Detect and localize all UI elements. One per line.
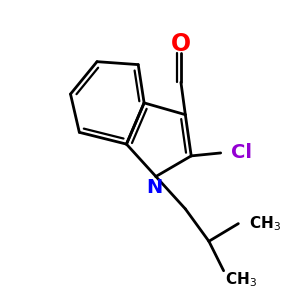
Text: CH$_3$: CH$_3$ (249, 214, 280, 233)
Text: CH$_3$: CH$_3$ (225, 270, 257, 289)
Text: O: O (171, 32, 191, 56)
Text: N: N (146, 178, 163, 197)
Text: Cl: Cl (231, 143, 252, 162)
